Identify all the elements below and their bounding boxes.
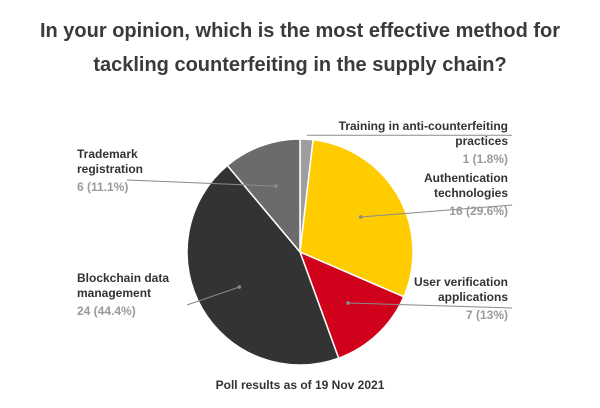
leader-line-user-verification	[348, 302, 513, 309]
leader-line-blockchain	[186, 286, 240, 306]
pie-slice-user-verification	[298, 250, 405, 360]
slice-value-blockchain: 24 (44.4%)	[77, 304, 136, 318]
chart-title-line-1: In your opinion, which is the most effec…	[39, 20, 561, 42]
chart-title: In your opinion, which is the most effec…	[0, 14, 600, 82]
slice-label-blockchain: Blockchain data management	[77, 271, 170, 300]
label-authentication: Authentication technologies 16 (29.6%)	[358, 171, 508, 219]
chart-title-line-2: tackling counterfeiting in the supply ch…	[93, 54, 507, 76]
slice-label-user-verification: User verification applications	[413, 275, 508, 304]
leader-dot-blockchain	[237, 285, 242, 289]
slice-label-trademark: Trademark registration	[77, 147, 144, 176]
leader-dot-user-verification	[346, 301, 350, 305]
label-training: Training in anti-counterfeiting practice…	[308, 119, 508, 167]
slice-value-authentication: 16 (29.6%)	[449, 204, 508, 218]
label-user-verification: User verification applications 7 (13%)	[358, 275, 508, 323]
leader-line-trademark	[126, 179, 277, 187]
slice-value-trademark: 6 (11.1%)	[77, 180, 129, 194]
slice-label-authentication: Authentication technologies	[424, 171, 508, 200]
chart-footnote: Poll results as of 19 Nov 2021	[215, 378, 385, 392]
slice-label-training: Training in anti-counterfeiting practice…	[338, 119, 508, 148]
label-blockchain: Blockchain data management 24 (44.4%)	[77, 271, 187, 319]
slice-value-user-verification: 7 (13%)	[465, 308, 508, 322]
slice-value-training: 1 (1.8%)	[462, 152, 508, 166]
leader-line-authentication	[360, 204, 513, 218]
label-trademark: Trademark registration 6 (11.1%)	[77, 147, 157, 195]
pie-slice-blockchain	[186, 164, 340, 366]
leader-dot-authentication	[358, 215, 363, 219]
leader-dot-trademark	[274, 184, 278, 188]
pie-slice-trademark	[226, 138, 301, 255]
pie-slice-authentication	[299, 138, 414, 298]
